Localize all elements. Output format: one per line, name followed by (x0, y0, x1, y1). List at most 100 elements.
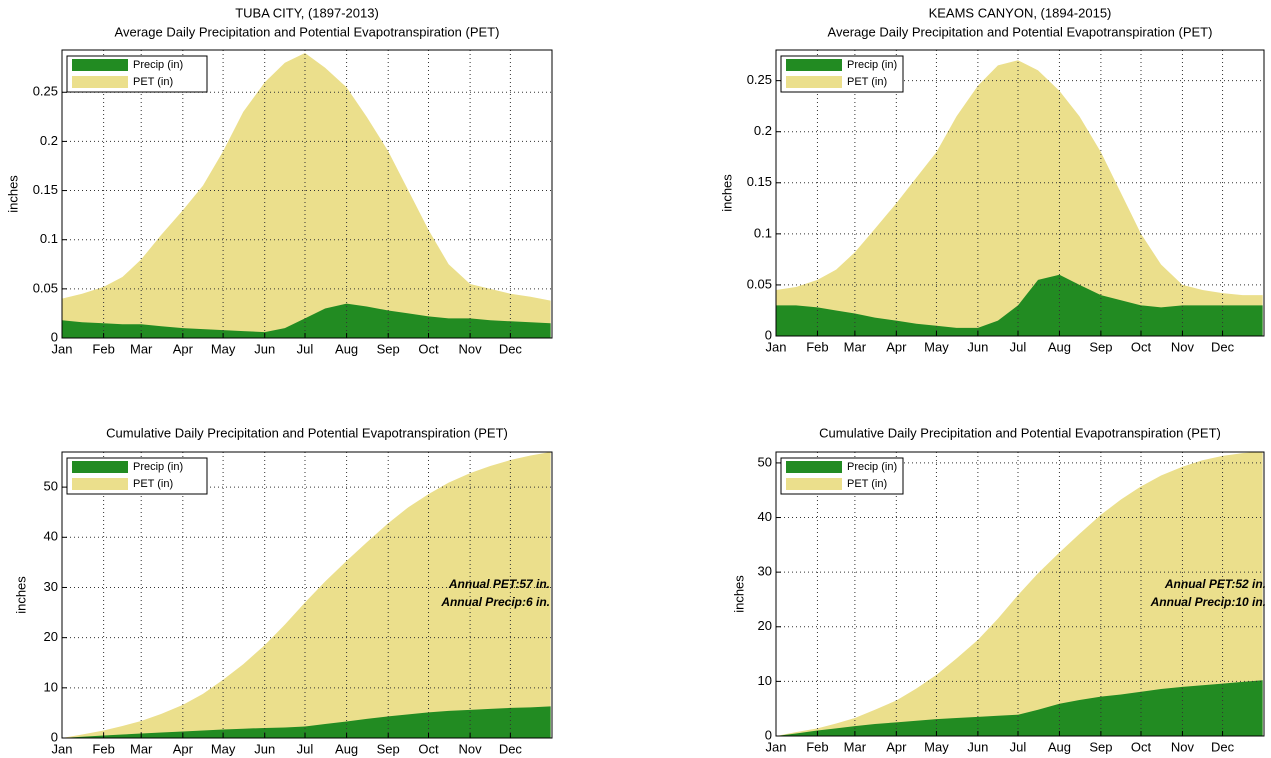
x-tick-label: Jul (1010, 739, 1027, 754)
y-tick-label: 20 (44, 629, 58, 644)
y-tick-label: 30 (44, 579, 58, 594)
x-tick-label: Feb (92, 341, 114, 356)
area (776, 680, 1263, 736)
annotation: Annual PET:52 in. (1164, 577, 1266, 591)
x-tick-label: Nov (1171, 339, 1195, 354)
x-tick-label: Apr (173, 741, 194, 756)
y-tick-label: 10 (44, 679, 58, 694)
x-tick-label: Jan (766, 739, 787, 754)
y-tick-label: 0 (765, 327, 772, 342)
x-tick-label: Nov (1171, 739, 1195, 754)
x-tick-label: Mar (844, 339, 867, 354)
x-tick-label: May (924, 739, 949, 754)
x-tick-label: Oct (1131, 739, 1152, 754)
y-tick-label: 0 (765, 727, 772, 742)
chart-title: TUBA CITY, (1897-2013) (235, 5, 379, 20)
x-tick-label: Jun (967, 739, 988, 754)
x-tick-label: Aug (1048, 339, 1071, 354)
area (62, 452, 551, 738)
x-tick-label: Oct (1131, 339, 1152, 354)
y-tick-label: 0.15 (747, 174, 772, 189)
legend-swatch (72, 478, 128, 490)
x-tick-label: Jan (52, 741, 73, 756)
chart-title: Cumulative Daily Precipitation and Poten… (106, 425, 508, 440)
y-tick-label: 20 (758, 618, 772, 633)
y-tick-label: 0.05 (747, 276, 772, 291)
legend-label: PET (in) (133, 478, 173, 490)
y-tick-label: 30 (758, 564, 772, 579)
area (62, 303, 551, 338)
legend-swatch (786, 461, 842, 473)
legend-swatch (72, 59, 128, 71)
legend-label: PET (in) (847, 478, 887, 490)
y-axis-label: inches (13, 576, 28, 614)
x-tick-label: Jul (297, 341, 314, 356)
chart-subtitle: Average Daily Precipitation and Potentia… (828, 24, 1213, 39)
plot-frame (775, 49, 1265, 337)
x-tick-label: Dec (1211, 339, 1235, 354)
legend-label: Precip (in) (847, 461, 897, 473)
area (776, 274, 1263, 336)
x-tick-label: May (924, 339, 949, 354)
x-tick-label: Dec (499, 741, 523, 756)
chart-subtitle: Average Daily Precipitation and Potentia… (115, 24, 500, 39)
x-tick-label: Apr (886, 739, 907, 754)
y-tick-label: 0.2 (754, 123, 772, 138)
legend-swatch (72, 461, 128, 473)
chart-title: KEAMS CANYON, (1894-2015) (929, 5, 1112, 20)
x-tick-label: Mar (130, 341, 153, 356)
x-tick-label: Sep (1089, 739, 1112, 754)
y-tick-label: 40 (44, 529, 58, 544)
plot-frame (61, 451, 553, 739)
x-tick-label: Oct (418, 741, 439, 756)
legend-label: PET (in) (847, 76, 887, 88)
x-tick-label: May (211, 341, 236, 356)
x-tick-label: Apr (173, 341, 194, 356)
x-tick-label: Oct (418, 341, 439, 356)
annotation: Annual Precip:6 in. (440, 595, 550, 609)
x-tick-label: Jun (254, 341, 275, 356)
y-tick-label: 0.1 (40, 231, 58, 246)
x-tick-label: Jun (967, 339, 988, 354)
y-tick-label: 50 (44, 479, 58, 494)
legend-label: PET (in) (133, 76, 173, 88)
y-tick-label: 0.25 (747, 72, 772, 87)
plot-frame (775, 451, 1265, 737)
y-tick-label: 0.15 (33, 182, 58, 197)
y-tick-label: 0.2 (40, 133, 58, 148)
y-tick-label: 0.1 (754, 225, 772, 240)
y-tick-label: 0 (51, 329, 58, 344)
legend-label: Precip (in) (133, 59, 183, 71)
y-tick-label: 0.25 (33, 84, 58, 99)
area (62, 706, 551, 738)
annotation: Annual PET:57 in. (448, 577, 550, 591)
area (776, 60, 1263, 336)
y-tick-label: 0 (51, 729, 58, 744)
plot-frame (61, 49, 553, 339)
y-tick-label: 0.05 (33, 280, 58, 295)
legend-label: Precip (in) (847, 59, 897, 71)
x-tick-label: Jul (297, 741, 314, 756)
y-tick-label: 10 (758, 673, 772, 688)
x-tick-label: Sep (377, 741, 400, 756)
x-tick-label: Feb (92, 741, 114, 756)
x-tick-label: Jul (1010, 339, 1027, 354)
legend-swatch (786, 59, 842, 71)
x-tick-label: Aug (335, 741, 358, 756)
x-tick-label: May (211, 741, 236, 756)
legend-swatch (72, 76, 128, 88)
legend-swatch (786, 76, 842, 88)
x-tick-label: Jun (254, 741, 275, 756)
legend-label: Precip (in) (133, 461, 183, 473)
x-tick-label: Jan (766, 339, 787, 354)
x-tick-label: Nov (459, 741, 483, 756)
x-tick-label: Feb (806, 339, 828, 354)
annotation: Annual Precip:10 in. (1150, 595, 1266, 609)
x-tick-label: Dec (1211, 739, 1235, 754)
y-tick-label: 50 (758, 454, 772, 469)
area (62, 52, 551, 339)
y-tick-label: 40 (758, 509, 772, 524)
chart-title: Cumulative Daily Precipitation and Poten… (819, 425, 1221, 440)
